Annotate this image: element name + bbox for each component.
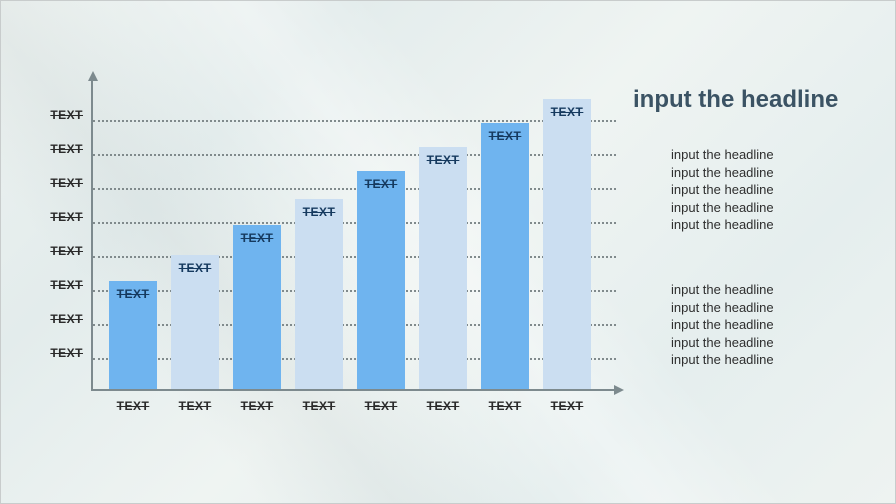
x-tick-label: TEXT (109, 399, 157, 413)
bar: TEXT (357, 171, 405, 389)
text-block-1: input the headline input the headline in… (671, 146, 774, 234)
text-line: input the headline (671, 351, 774, 369)
bar: TEXT (233, 225, 281, 389)
x-labels: TEXT TEXT TEXT TEXT TEXT TEXT TEXT TEXT (91, 399, 591, 413)
text-line: input the headline (671, 334, 774, 352)
text-line: input the headline (671, 216, 774, 234)
y-tick-label: TEXT (50, 108, 83, 122)
bar-chart: TEXT TEXT TEXT TEXT TEXT TEXT TEXT TEXT TEXT TEX… (91, 91, 591, 391)
text-line: input the headline (671, 281, 774, 299)
x-axis (91, 389, 616, 391)
y-tick-label: TEXT (50, 142, 83, 156)
text-line: input the headline (671, 181, 774, 199)
x-axis-arrow-icon (614, 385, 624, 395)
slide: { "chart": { "type": "bar", "axis_color"… (0, 0, 896, 504)
bar-value-label: TEXT (117, 287, 150, 301)
bar-value-label: TEXT (179, 261, 212, 275)
bar-wrap: TEXT (171, 255, 219, 389)
y-tick-label: TEXT (50, 244, 83, 258)
x-tick-label: TEXT (233, 399, 281, 413)
y-tick-label: TEXT (50, 346, 83, 360)
bar-value-label: TEXT (303, 205, 336, 219)
x-tick-label: TEXT (419, 399, 467, 413)
bar: TEXT (109, 281, 157, 389)
bar-value-label: TEXT (241, 231, 274, 245)
x-tick-label: TEXT (543, 399, 591, 413)
y-tick-label: TEXT (50, 278, 83, 292)
y-tick-label: TEXT (50, 312, 83, 326)
y-tick-label: TEXT (50, 176, 83, 190)
bar: TEXT (295, 199, 343, 389)
bar-wrap: TEXT (419, 147, 467, 389)
y-axis-arrow-icon (88, 71, 98, 81)
text-line: input the headline (671, 199, 774, 217)
bar-value-label: TEXT (365, 177, 398, 191)
bar: TEXT (419, 147, 467, 389)
x-tick-label: TEXT (171, 399, 219, 413)
text-block-2: input the headline input the headline in… (671, 281, 774, 369)
bar-value-label: TEXT (551, 105, 584, 119)
bar-value-label: TEXT (427, 153, 460, 167)
bar-value-label: TEXT (489, 129, 522, 143)
text-line: input the headline (671, 164, 774, 182)
text-line: input the headline (671, 299, 774, 317)
bar: TEXT (171, 255, 219, 389)
x-tick-label: TEXT (295, 399, 343, 413)
bar-wrap: TEXT (295, 199, 343, 389)
bar-wrap: TEXT (481, 123, 529, 389)
bar-wrap: TEXT (357, 171, 405, 389)
x-tick-label: TEXT (481, 399, 529, 413)
bar: TEXT (481, 123, 529, 389)
bars-container: TEXT TEXT TEXT TEXT TEXT TEXT TEXT TEXT (91, 91, 591, 389)
bar-wrap: TEXT (109, 281, 157, 389)
text-line: input the headline (671, 146, 774, 164)
bar-wrap: TEXT (233, 225, 281, 389)
x-tick-label: TEXT (357, 399, 405, 413)
bar-wrap: TEXT (543, 99, 591, 389)
text-line: input the headline (671, 316, 774, 334)
headline: input the headline (633, 86, 838, 114)
y-tick-label: TEXT (50, 210, 83, 224)
bar: TEXT (543, 99, 591, 389)
